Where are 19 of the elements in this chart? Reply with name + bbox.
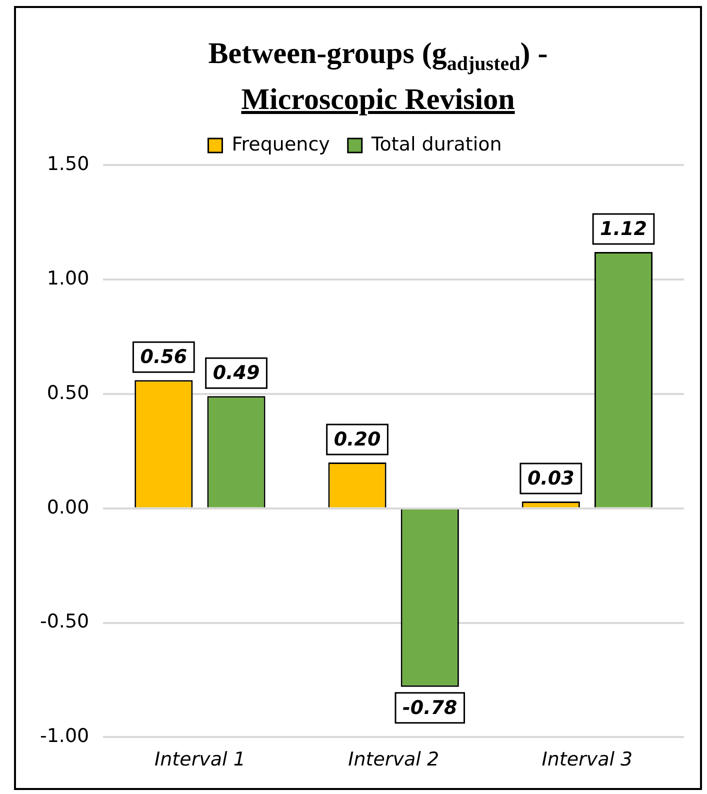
data-label: 0.03 — [527, 467, 574, 490]
legend-label: Frequency — [232, 133, 330, 156]
legend-label: Total duration — [370, 133, 502, 156]
data-label: -0.78 — [402, 696, 458, 719]
data-label: 1.12 — [600, 218, 647, 240]
y-tick-label: 1.50 — [46, 152, 90, 175]
chart-subtitle: Microscopic Revision — [240, 82, 516, 118]
x-tick-label: Interval 3 — [542, 748, 633, 771]
x-tick-label: Interval 1 — [154, 748, 246, 771]
y-tick-label: 1.00 — [46, 267, 90, 290]
y-tick-label: 0.50 — [46, 382, 90, 404]
chart-title: Between-groups (g$_{adjusted}$) - — [207, 36, 549, 77]
data-label: 0.56 — [140, 346, 188, 368]
data-label: 0.20 — [334, 428, 381, 450]
y-tick-label: -1.00 — [40, 725, 90, 748]
data-label: 0.49 — [212, 362, 260, 384]
y-tick-label: -0.50 — [40, 610, 90, 633]
x-tick-label: Interval 2 — [348, 748, 440, 771]
y-tick-label: 0.00 — [46, 496, 90, 518]
